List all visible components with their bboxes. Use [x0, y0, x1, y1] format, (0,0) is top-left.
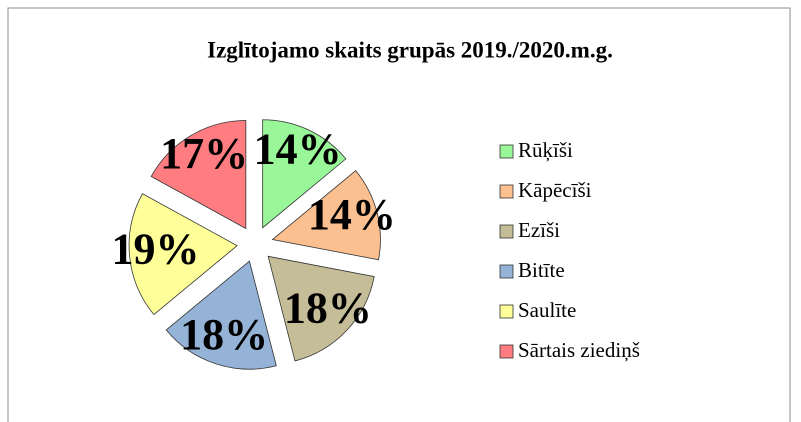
legend-label: Sārtais ziediņš [518, 338, 640, 362]
legend-swatch [499, 264, 514, 279]
legend-swatch [499, 344, 514, 359]
legend-swatch [499, 304, 514, 319]
legend-label: Saulīte [518, 298, 576, 322]
pie-slice [262, 119, 347, 229]
legend-label: Rūķīši [518, 138, 573, 162]
legend-label: Ezīši [518, 218, 560, 242]
legend-swatch [499, 184, 514, 199]
legend-swatch [499, 144, 514, 159]
pie-slice [128, 193, 238, 316]
pie-slice [165, 260, 277, 370]
data-label: 17% [160, 129, 248, 178]
data-label: 14% [254, 125, 342, 174]
legend-label: Kāpēcīši [518, 178, 592, 202]
legend-swatch [499, 224, 514, 239]
legend-label: Bitīte [518, 258, 565, 282]
data-label: 18% [284, 284, 372, 333]
chart-frame [7, 7, 791, 422]
chart-title: Izglītojamo skaits grupās 2019./2020.m.g… [207, 37, 613, 62]
pie-slice [267, 255, 375, 362]
data-label: 18% [180, 310, 268, 359]
pie-slice [150, 120, 247, 230]
pie-slice [271, 170, 381, 261]
data-label: 14% [308, 190, 396, 239]
data-label: 19% [111, 225, 199, 274]
